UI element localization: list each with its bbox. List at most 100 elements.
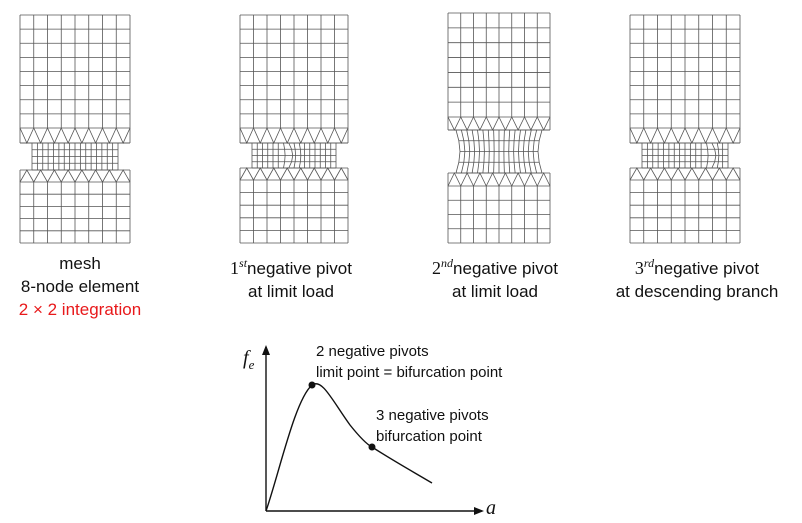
mesh-line — [725, 127, 741, 144]
mesh-line — [537, 129, 543, 174]
mesh-line — [498, 116, 513, 131]
mesh-line — [482, 129, 485, 174]
mesh-line — [33, 127, 48, 144]
mesh-line — [524, 172, 538, 187]
mesh-line — [60, 169, 76, 183]
mesh-line — [684, 167, 700, 181]
mesh-line — [536, 172, 551, 187]
annotation-bifurcation-line2: bifurcation point — [376, 428, 482, 445]
ordinal-suffix: rd — [643, 256, 655, 270]
mesh-line — [629, 167, 645, 181]
equilibrium-path — [265, 383, 433, 512]
mesh-line — [532, 129, 538, 174]
mesh-line — [115, 127, 131, 144]
mesh-line — [47, 127, 62, 144]
mesh-line — [334, 127, 349, 144]
mesh-line — [88, 169, 103, 183]
mesh-line — [643, 127, 658, 144]
mesh-panels — [19, 12, 741, 244]
mesh-line — [511, 116, 525, 131]
annotation-bifurcation-point: 3 negative pivots bifurcation point — [376, 405, 489, 447]
x-axis-label: a — [486, 497, 496, 519]
y-axis-subscript: e — [248, 357, 255, 372]
mesh-line — [487, 129, 490, 174]
mesh-line — [283, 142, 286, 169]
mesh-line — [493, 129, 495, 174]
mesh-line — [716, 142, 720, 169]
deformed-mesh-third-pivot — [629, 14, 741, 244]
mesh-line — [293, 142, 297, 169]
ordinal-number: 1 — [230, 258, 240, 278]
mesh-line — [447, 172, 462, 187]
mesh-line — [88, 127, 103, 144]
mesh-line — [102, 127, 117, 144]
mesh-line — [485, 116, 500, 131]
caption-mesh-line1: mesh — [59, 254, 101, 273]
mesh-line — [657, 167, 672, 181]
mesh-line — [527, 129, 532, 174]
mesh-line — [684, 127, 700, 144]
mesh-line — [280, 127, 295, 144]
mesh-line — [19, 127, 35, 144]
caption-second-pivot-line1: 2ndnegative pivot — [400, 252, 590, 280]
bifurcation-point-marker — [368, 443, 376, 451]
caption-mesh: mesh 8-node element 2 × 2 integration — [0, 252, 160, 321]
mesh-line — [307, 167, 322, 181]
caption-third-pivot: 3rdnegative pivot at descending branch — [592, 252, 802, 303]
caption-second-pivot-line2: at limit load — [452, 282, 538, 301]
caption-third-pivot-line1: 3rdnegative pivot — [592, 252, 802, 280]
mesh-line — [74, 127, 90, 144]
mesh-line — [19, 169, 35, 183]
mesh-line — [698, 127, 713, 144]
mesh-line — [471, 129, 476, 174]
mesh-line — [288, 142, 294, 169]
caption-text: negative pivot — [654, 259, 760, 278]
caption-integration-rule: 2 × 2 integration — [18, 300, 142, 319]
mesh-line — [307, 127, 322, 144]
mesh-line — [503, 129, 505, 174]
caption-first-pivot: 1stnegative pivot at limit load — [196, 252, 386, 303]
mesh-line — [466, 129, 471, 174]
mesh-line — [60, 127, 76, 144]
mesh-line — [508, 129, 511, 174]
mesh-line — [320, 167, 335, 181]
mesh-line — [266, 167, 281, 181]
mesh-line — [712, 167, 727, 181]
mesh-line — [239, 167, 254, 181]
mesh-line — [473, 172, 487, 187]
mesh-line — [643, 167, 658, 181]
caption-first-pivot-line1: 1stnegative pivot — [196, 252, 386, 280]
caption-third-pivot-line2: at descending branch — [615, 282, 779, 301]
caption-mesh-line2: 8-node element — [20, 277, 140, 296]
mesh-line — [460, 116, 474, 131]
mesh-line — [47, 169, 62, 183]
mesh-line — [711, 142, 717, 169]
mesh-line — [670, 127, 686, 144]
mesh-line — [498, 172, 513, 187]
annotation-limit-line2: limit point = bifurcation point — [316, 364, 503, 381]
caption-text: negative pivot — [453, 259, 558, 278]
mesh-line — [334, 167, 349, 181]
mesh-line — [115, 169, 131, 183]
mesh-line — [657, 127, 672, 144]
mesh-line — [725, 167, 741, 181]
limit-point-marker — [308, 381, 316, 389]
mesh-line — [239, 127, 254, 144]
mesh-line — [293, 167, 308, 181]
mesh-line — [460, 129, 466, 174]
mesh-line — [320, 127, 335, 144]
ordinal-number: 3 — [634, 258, 644, 278]
mesh-line — [266, 127, 281, 144]
mesh-line — [253, 127, 268, 144]
annotation-bifurcation-line1: 3 negative pivots — [376, 407, 489, 424]
mesh-line — [253, 167, 268, 181]
mesh-line — [629, 127, 645, 144]
deformed-mesh-first-pivot — [239, 14, 349, 244]
mesh-line — [524, 116, 538, 131]
deformed-mesh-second-pivot — [447, 12, 551, 244]
y-axis-label: fe — [243, 347, 254, 373]
mesh-line — [460, 172, 474, 187]
mesh-line — [706, 142, 709, 169]
mesh-line — [280, 167, 295, 181]
